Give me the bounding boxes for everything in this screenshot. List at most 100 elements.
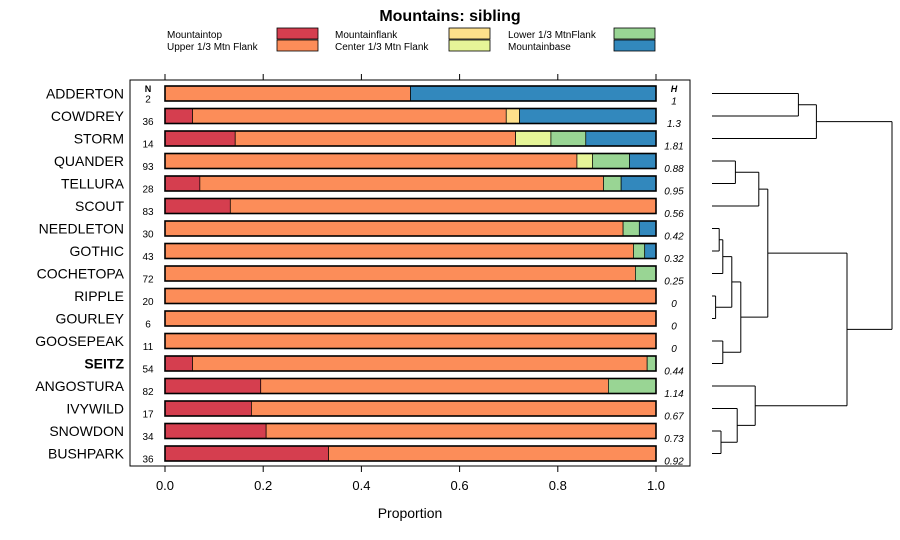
h-value: 0.42 <box>664 232 684 243</box>
bar-outline <box>164 85 657 102</box>
category-label: COWDREY <box>51 108 125 124</box>
bar-segment <box>164 108 193 124</box>
bar-segment <box>644 243 657 259</box>
dendrogram <box>712 93 893 454</box>
h-value: 1.14 <box>664 389 684 400</box>
legend-label: Mountainbase <box>508 42 571 53</box>
h-value: 0.56 <box>664 209 684 220</box>
bar-outline <box>164 130 657 147</box>
bar-segment <box>164 243 634 259</box>
bar-outline <box>164 265 657 282</box>
bar-outline <box>164 377 657 395</box>
bar-outline <box>164 197 657 215</box>
n-value: 6 <box>145 320 151 331</box>
x-tick-label: 0.2 <box>254 478 272 493</box>
category-label: ANGOSTURA <box>35 378 124 394</box>
x-tick-label: 1.0 <box>647 478 665 493</box>
category-label: SCOUT <box>75 198 124 214</box>
legend-swatch <box>448 39 491 52</box>
n-value: 11 <box>143 342 154 353</box>
n-value: 43 <box>142 252 154 263</box>
bar-outline <box>164 175 657 192</box>
x-tick-label: 0.6 <box>451 478 469 493</box>
category-label: QUANDER <box>54 153 124 169</box>
bar-segment <box>229 198 657 214</box>
h-value: 0.92 <box>664 457 684 468</box>
bar-outline <box>164 107 657 125</box>
bar-segment <box>164 400 252 417</box>
category-label: NEEDLETON <box>39 221 124 237</box>
bar-segment <box>328 445 657 462</box>
bar-segment <box>192 355 648 372</box>
bar-segment <box>608 378 657 394</box>
h-column: H 1 1.3 1.81 0.88 0.95 0.56 0.42 0.32 0.25 0 0 0 0.44… <box>664 84 684 468</box>
bar-segment <box>550 130 587 147</box>
bar-segment <box>164 220 624 237</box>
legend-swatch <box>448 27 491 40</box>
bar-segment <box>410 85 657 102</box>
n-value: 17 <box>142 410 154 421</box>
legend-label: Mountaintop <box>167 30 222 41</box>
bar-segment <box>164 153 578 169</box>
h-value: 0.88 <box>664 164 684 175</box>
bar-segment <box>646 355 657 372</box>
bar-segment <box>629 153 657 169</box>
y-axis-labels: ADDERTON COWDREY STORM QUANDER TELLURA SCOUT N… <box>35 86 124 462</box>
legend-swatch <box>613 39 656 52</box>
category-label: RIPPLE <box>74 288 124 304</box>
category-label: SNOWDON <box>49 423 124 439</box>
category-label: TELLURA <box>61 176 125 192</box>
bar-segment <box>638 220 657 237</box>
bars <box>164 85 657 462</box>
n-value: 54 <box>142 365 154 376</box>
bar-segment <box>505 108 520 124</box>
bar-outline <box>164 220 657 237</box>
n-value: 28 <box>142 185 154 196</box>
bar-segment <box>164 130 236 147</box>
bar-segment <box>576 153 594 169</box>
n-column-header: N <box>145 84 152 94</box>
plot-frame <box>129 79 691 467</box>
h-value: 0 <box>671 322 677 333</box>
bar-outline <box>164 242 657 260</box>
h-value: 0.95 <box>664 187 684 198</box>
h-value: 1 <box>671 97 677 108</box>
category-label: ADDERTON <box>46 86 124 102</box>
legend-label: Lower 1/3 MtnFlank <box>508 30 597 41</box>
n-value: 34 <box>142 432 154 443</box>
bar-segment <box>265 423 657 439</box>
legend-swatch <box>276 27 319 40</box>
bar-outline <box>164 310 657 327</box>
legend-swatch <box>276 39 319 52</box>
bar-segment <box>620 175 657 192</box>
n-value: 83 <box>142 207 154 218</box>
x-tick-label: 0.8 <box>549 478 567 493</box>
h-value: 1.3 <box>667 119 681 130</box>
bar-segment <box>164 175 201 192</box>
bar-segment <box>164 423 267 439</box>
n-value: 93 <box>142 162 154 173</box>
bar-segment <box>585 130 657 147</box>
legend-swatch <box>613 27 656 40</box>
bar-segment <box>192 108 507 124</box>
x-tick-label: 0.0 <box>156 478 174 493</box>
bar-segment <box>592 153 630 169</box>
legend-label: Upper 1/3 Mtn Flank <box>167 42 259 53</box>
bar-outline <box>164 355 657 372</box>
bar-segment <box>515 130 552 147</box>
h-value: 0 <box>671 344 677 355</box>
x-axis: 0.0 0.2 0.4 0.6 0.8 1.0 <box>156 74 665 493</box>
n-value: 36 <box>142 117 154 128</box>
category-label: STORM <box>74 131 124 147</box>
bar-segment <box>164 265 636 282</box>
bar-segment <box>633 243 646 259</box>
bar-outline <box>164 332 657 350</box>
category-label: SEITZ <box>84 356 124 372</box>
bar-segment <box>622 220 640 237</box>
bar-segment <box>234 130 516 147</box>
legend-label: Mountainflank <box>335 30 398 41</box>
h-column-header: H <box>671 84 678 94</box>
n-value: 2 <box>145 95 151 106</box>
n-value: 82 <box>142 387 154 398</box>
